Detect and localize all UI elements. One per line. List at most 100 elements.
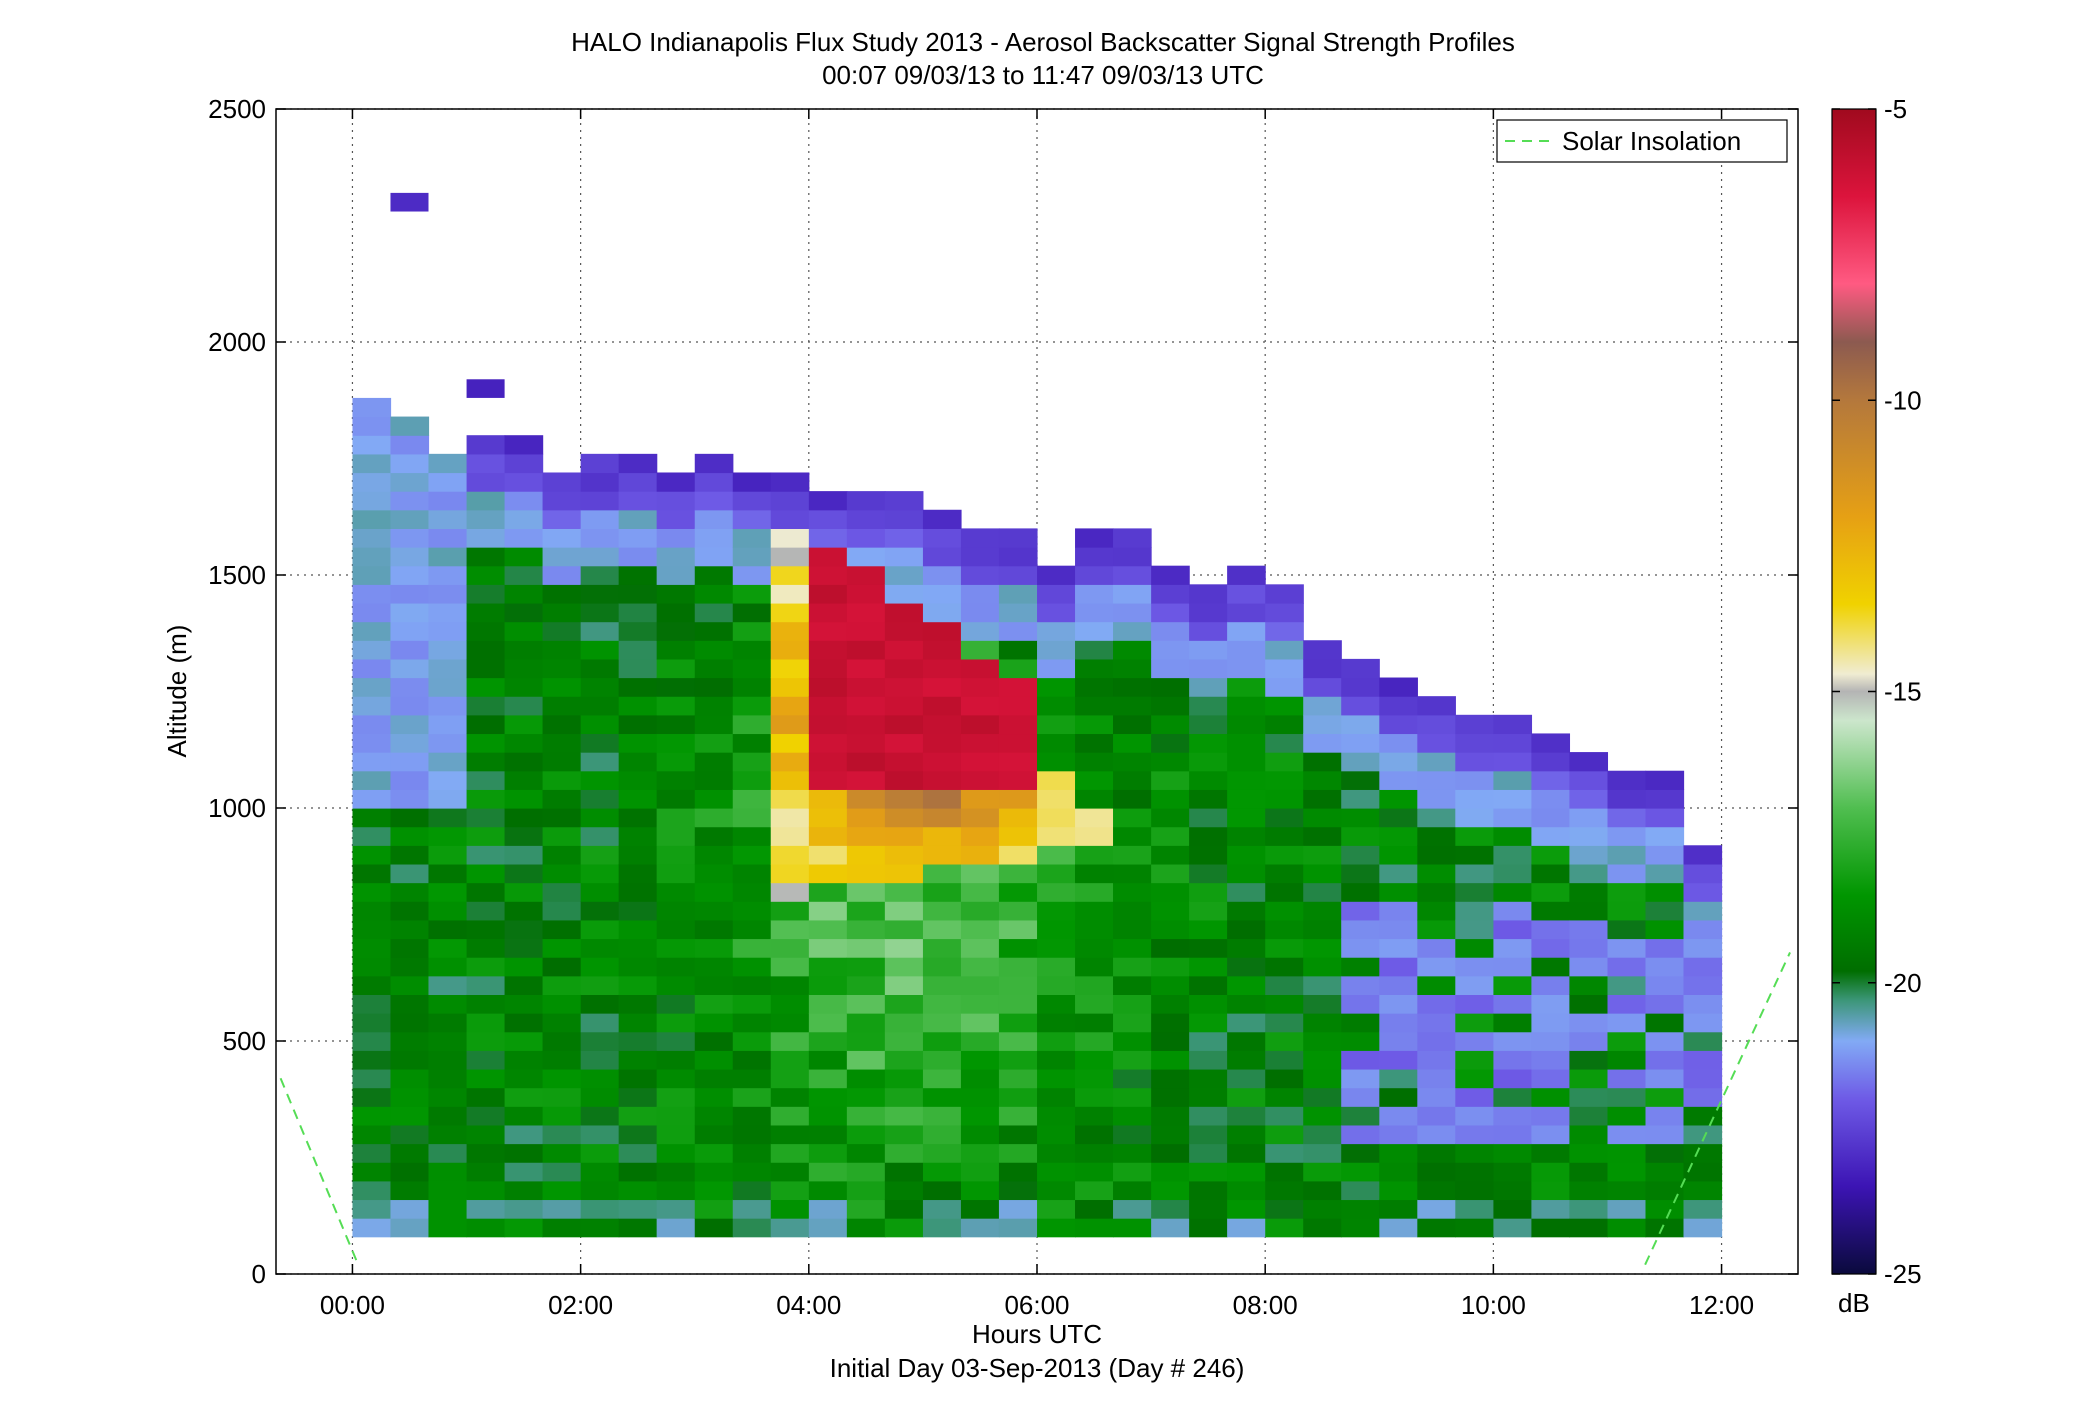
heatmap-cell xyxy=(390,1087,430,1107)
heatmap-cell xyxy=(1417,1050,1456,1070)
heatmap-cell xyxy=(1417,845,1456,865)
heatmap-cell xyxy=(808,1013,848,1033)
heatmap-cell xyxy=(1683,1087,1723,1107)
heatmap-cell xyxy=(1417,1143,1456,1163)
heatmap-cell xyxy=(732,1180,772,1201)
heatmap-cell xyxy=(352,770,392,790)
heatmap-cell xyxy=(1379,1106,1418,1126)
heatmap-cell xyxy=(580,1068,620,1089)
y-tick-label: 1500 xyxy=(208,560,266,590)
heatmap-cell xyxy=(1189,770,1228,790)
heatmap-cell xyxy=(694,770,734,790)
heatmap-cell xyxy=(1379,1143,1418,1163)
heatmap-cell xyxy=(770,808,810,828)
heatmap-cell xyxy=(618,882,658,902)
heatmap-cell xyxy=(504,714,544,735)
heatmap-cell xyxy=(1417,957,1456,977)
heatmap-cell xyxy=(504,509,544,529)
heatmap-cell xyxy=(770,1218,810,1238)
heatmap-cell xyxy=(580,733,620,753)
heatmap-cell xyxy=(1265,808,1304,828)
heatmap-cell xyxy=(1341,1218,1380,1238)
heatmap-cell xyxy=(1607,975,1647,995)
heatmap-cell xyxy=(1075,1162,1114,1182)
heatmap-cell xyxy=(1493,752,1533,772)
heatmap-cell xyxy=(390,1106,430,1126)
chart-title: HALO Indianapolis Flux Study 2013 - Aero… xyxy=(571,27,1515,57)
heatmap-cell xyxy=(922,882,962,902)
heatmap-cell xyxy=(1189,1013,1228,1033)
heatmap-cell xyxy=(1151,1031,1190,1051)
heatmap-cell xyxy=(390,696,430,716)
heatmap-cell xyxy=(504,528,544,548)
heatmap-cell xyxy=(390,994,430,1014)
heatmap-cell xyxy=(770,975,810,995)
heatmap-cell xyxy=(1151,938,1190,958)
heatmap-cell xyxy=(1227,919,1266,940)
heatmap-cell xyxy=(998,1087,1038,1107)
heatmap-cell xyxy=(466,453,506,474)
heatmap-cell xyxy=(770,770,810,790)
heatmap-cells xyxy=(352,192,1723,1238)
heatmap-cell xyxy=(1113,1180,1152,1201)
heatmap-cell xyxy=(352,453,392,474)
heatmap-cell xyxy=(998,696,1038,716)
heatmap-cell xyxy=(1531,770,1571,790)
heatmap-cell xyxy=(1607,1124,1647,1145)
heatmap-cell xyxy=(542,808,582,828)
heatmap-cell xyxy=(428,1180,468,1201)
y-tick-label: 2500 xyxy=(208,94,266,124)
heatmap-cell xyxy=(1607,845,1647,865)
heatmap-cell xyxy=(580,938,620,958)
heatmap-cell xyxy=(580,1013,620,1033)
heatmap-cell xyxy=(770,1087,810,1107)
heatmap-cell xyxy=(770,602,810,623)
heatmap-cell xyxy=(922,1124,962,1145)
heatmap-cell xyxy=(466,901,506,921)
heatmap-cell xyxy=(466,1050,506,1070)
heatmap-cell xyxy=(1265,994,1304,1014)
heatmap-cell xyxy=(428,938,468,958)
heatmap-cell xyxy=(1265,1050,1304,1070)
heatmap-cell xyxy=(390,882,430,902)
heatmap-cell xyxy=(1569,1068,1609,1089)
heatmap-cell xyxy=(1493,1124,1533,1145)
heatmap-cell xyxy=(390,547,430,567)
heatmap-cell xyxy=(846,1199,886,1219)
heatmap-cell xyxy=(504,938,544,958)
heatmap-cell xyxy=(1151,640,1190,660)
heatmap-cell xyxy=(352,1031,392,1051)
heatmap-cell xyxy=(1037,826,1076,846)
heatmap-cell xyxy=(542,770,582,790)
heatmap-cell xyxy=(1151,845,1190,865)
heatmap-cell xyxy=(1075,696,1114,716)
heatmap-cell xyxy=(1075,584,1114,604)
heatmap-cell xyxy=(1113,658,1152,679)
heatmap-cell xyxy=(390,1218,430,1238)
heatmap-cell xyxy=(1379,919,1418,940)
heatmap-cell xyxy=(1417,696,1456,716)
heatmap-cell xyxy=(580,1124,620,1145)
heatmap-cell xyxy=(656,621,696,641)
heatmap-cell xyxy=(1683,882,1723,902)
heatmap-cell xyxy=(466,957,506,977)
heatmap-cell xyxy=(922,1143,962,1163)
heatmap-cell xyxy=(352,547,392,567)
heatmap-cell xyxy=(390,640,430,660)
heatmap-cell xyxy=(770,863,810,884)
heatmap-cell xyxy=(1341,1068,1380,1089)
heatmap-cell xyxy=(1265,1013,1304,1033)
heatmap-cell xyxy=(922,1050,962,1070)
heatmap-cell xyxy=(580,863,620,884)
heatmap-cell xyxy=(504,1143,544,1163)
heatmap-cell xyxy=(998,975,1038,995)
heatmap-cell xyxy=(352,1180,392,1201)
heatmap-cell xyxy=(1265,733,1304,753)
heatmap-cell xyxy=(808,528,848,548)
heatmap-cell xyxy=(466,584,506,604)
heatmap-cell xyxy=(1607,1068,1647,1089)
heatmap-cell xyxy=(618,770,658,790)
heatmap-cell xyxy=(580,1218,620,1238)
heatmap-cell xyxy=(656,957,696,977)
heatmap-cell xyxy=(390,602,430,623)
